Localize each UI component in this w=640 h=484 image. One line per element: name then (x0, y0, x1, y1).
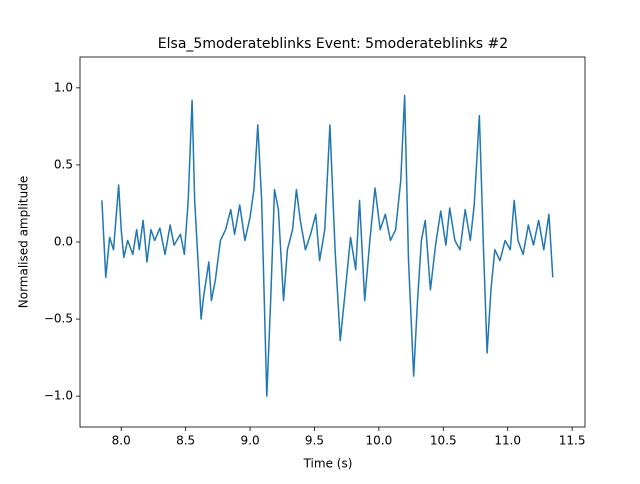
x-tick-label: 10.5 (430, 434, 457, 448)
plot-frame (79, 56, 586, 428)
x-tick-label: 10.0 (366, 434, 393, 448)
y-tick-label: −0.5 (44, 312, 73, 326)
y-tick-label: 1.0 (54, 80, 73, 94)
y-tick-label: 0.5 (54, 157, 73, 171)
y-axis-label: Normalised amplitude (17, 176, 31, 308)
x-tick-label: 9.5 (305, 434, 324, 448)
chart-title: Elsa_5moderateblinks Event: 5moderatebli… (158, 36, 508, 52)
y-tick-label: −1.0 (44, 389, 73, 403)
x-tick-label: 8.0 (112, 434, 131, 448)
data-line (101, 94, 554, 397)
x-tick-label: 8.5 (176, 434, 195, 448)
x-tick-label: 11.0 (494, 434, 521, 448)
x-tick-label: 11.5 (559, 434, 586, 448)
x-tick-label: 9.0 (241, 434, 260, 448)
x-axis-label: Time (s) (303, 457, 353, 471)
y-tick-label: 0.0 (54, 235, 73, 249)
